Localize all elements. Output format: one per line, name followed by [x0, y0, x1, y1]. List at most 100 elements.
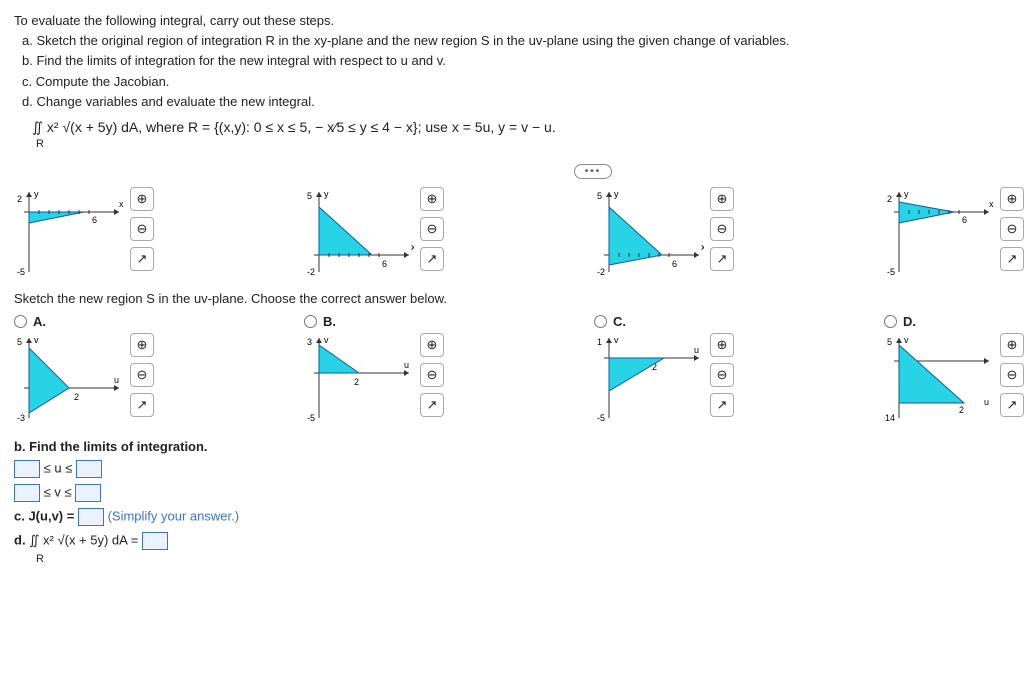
graph-option-3[interactable]: xy 5 -2 6 ⊕ ⊖ ↗	[594, 187, 734, 277]
zoom-in-icon[interactable]: ⊕	[420, 187, 444, 211]
simplify-hint: (Simplify your answer.)	[108, 508, 239, 523]
zoom-in-icon[interactable]: ⊕	[1000, 187, 1024, 211]
region-S-choices: A. u v 5 -3 2 ⊕ ⊖ ↗ B.	[14, 314, 1010, 423]
zoom-out-icon[interactable]: ⊖	[130, 217, 154, 241]
svg-text:u: u	[114, 375, 119, 385]
radio-C-label[interactable]: C.	[594, 314, 734, 329]
part-d-sub: R	[14, 553, 44, 565]
svg-text:y: y	[34, 189, 39, 199]
graph-option-4[interactable]: xy 2 -5 6 ⊕ ⊖ ↗	[884, 187, 1024, 277]
svg-text:v: v	[904, 335, 909, 345]
svg-text:5: 5	[887, 337, 892, 347]
radio-B-label[interactable]: B.	[304, 314, 444, 329]
svg-text:1: 1	[597, 337, 602, 347]
radio-D[interactable]	[884, 315, 897, 328]
svg-text:x: x	[989, 199, 994, 209]
svg-text:v: v	[34, 335, 39, 345]
svg-text:v: v	[324, 335, 329, 345]
v-upper-input[interactable]	[75, 484, 101, 502]
svg-text:6: 6	[672, 259, 677, 269]
svg-text:6: 6	[382, 259, 387, 269]
choice-A: A. u v 5 -3 2 ⊕ ⊖ ↗	[14, 314, 154, 423]
zoom-out-icon[interactable]: ⊖	[1000, 217, 1024, 241]
part-b-lead: b. Find the limits of integration.	[14, 439, 1010, 454]
svg-text:u: u	[404, 360, 409, 370]
svg-text:-5: -5	[17, 267, 25, 277]
u-limits-line: ≤ u ≤	[14, 460, 1010, 478]
radio-D-label[interactable]: D.	[884, 314, 1024, 329]
choice-C: C. uv 1 -5 2 ⊕ ⊖ ↗	[594, 314, 734, 423]
svg-text:2: 2	[959, 405, 964, 415]
radio-B[interactable]	[304, 315, 317, 328]
popout-icon[interactable]: ↗	[420, 393, 444, 417]
graph-option-2[interactable]: x y 5 -2 6 ⊕ ⊖ ↗	[304, 187, 444, 277]
zoom-out-icon[interactable]: ⊖	[420, 217, 444, 241]
svg-text:2: 2	[354, 377, 359, 387]
integral-value-input[interactable]	[142, 532, 168, 550]
popout-icon[interactable]: ↗	[1000, 393, 1024, 417]
part-c-line: c. J(u,v) = (Simplify your answer.)	[14, 508, 1010, 526]
stem-a: a. Sketch the original region of integra…	[14, 32, 1010, 50]
svg-text:6: 6	[92, 215, 97, 225]
zoom-out-icon[interactable]: ⊖	[130, 363, 154, 387]
svg-text:u: u	[694, 345, 699, 355]
radio-C[interactable]	[594, 315, 607, 328]
v-lower-input[interactable]	[14, 484, 40, 502]
popout-icon[interactable]: ↗	[130, 393, 154, 417]
svg-text:x: x	[701, 242, 704, 252]
popout-icon[interactable]: ↗	[710, 247, 734, 271]
zoom-in-icon[interactable]: ⊕	[1000, 333, 1024, 357]
popout-icon[interactable]: ↗	[1000, 247, 1024, 271]
svg-text:x: x	[411, 242, 414, 252]
svg-text:-2: -2	[307, 267, 315, 277]
svg-text:y: y	[324, 189, 329, 199]
svg-text:-5: -5	[597, 413, 605, 423]
zoom-out-icon[interactable]: ⊖	[420, 363, 444, 387]
jacobian-input[interactable]	[78, 508, 104, 526]
radio-A-label[interactable]: A.	[14, 314, 154, 329]
stem-c: c. Compute the Jacobian.	[14, 73, 1010, 91]
v-mid-text: ≤ v ≤	[44, 484, 76, 499]
part-c-lead: c. J(u,v) =	[14, 508, 78, 523]
zoom-out-icon[interactable]: ⊖	[1000, 363, 1024, 387]
popout-icon[interactable]: ↗	[420, 247, 444, 271]
zoom-out-icon[interactable]: ⊖	[710, 217, 734, 241]
integral-text: ∬ x² √(x + 5y) dA, where R = {(x,y): 0 ≤…	[32, 119, 556, 135]
zoom-in-icon[interactable]: ⊕	[130, 187, 154, 211]
svg-text:u: u	[984, 397, 989, 407]
svg-text:6: 6	[962, 215, 967, 225]
graph-option-1[interactable]: xy 2 -5 6 ⊕ ⊖ ↗	[14, 187, 154, 277]
u-upper-input[interactable]	[76, 460, 102, 478]
svg-text:y: y	[614, 189, 619, 199]
zoom-out-icon[interactable]: ⊖	[710, 363, 734, 387]
integral-expression: ∬ x² √(x + 5y) dA, where R = {(x,y): 0 ≤…	[32, 119, 1010, 152]
part-d-lead: d.	[14, 532, 29, 547]
svg-text:x: x	[119, 199, 124, 209]
svg-text:v: v	[614, 335, 619, 345]
u-lower-input[interactable]	[14, 460, 40, 478]
stem-b: b. Find the limits of integration for th…	[14, 52, 1010, 70]
choice-B-letter: B.	[323, 314, 336, 329]
collapse-icon[interactable]: •••	[574, 164, 612, 179]
u-mid-text: ≤ u ≤	[44, 460, 76, 475]
stem-lead: To evaluate the following integral, carr…	[14, 12, 1010, 30]
region-R-options: xy 2 -5 6 ⊕ ⊖ ↗ xy 5 -2 6 ⊕ ⊖ ↗	[14, 187, 1010, 277]
choice-D: D. uv 5 -14 2 ⊕ ⊖ ↗	[884, 314, 1024, 423]
zoom-in-icon[interactable]: ⊕	[420, 333, 444, 357]
popout-icon[interactable]: ↗	[130, 247, 154, 271]
svg-text:5: 5	[17, 337, 22, 347]
radio-A[interactable]	[14, 315, 27, 328]
v-limits-line: ≤ v ≤	[14, 484, 1010, 502]
svg-text:5: 5	[307, 191, 312, 201]
svg-text:5: 5	[597, 191, 602, 201]
svg-text:-3: -3	[17, 413, 25, 423]
svg-text:3: 3	[307, 337, 312, 347]
zoom-in-icon[interactable]: ⊕	[710, 187, 734, 211]
integral-region-sub: R	[36, 138, 44, 150]
choice-D-letter: D.	[903, 314, 916, 329]
zoom-in-icon[interactable]: ⊕	[710, 333, 734, 357]
svg-text:2: 2	[74, 392, 79, 402]
zoom-in-icon[interactable]: ⊕	[130, 333, 154, 357]
part-d-expr: ∬ x² √(x + 5y) dA =	[29, 532, 142, 547]
popout-icon[interactable]: ↗	[710, 393, 734, 417]
